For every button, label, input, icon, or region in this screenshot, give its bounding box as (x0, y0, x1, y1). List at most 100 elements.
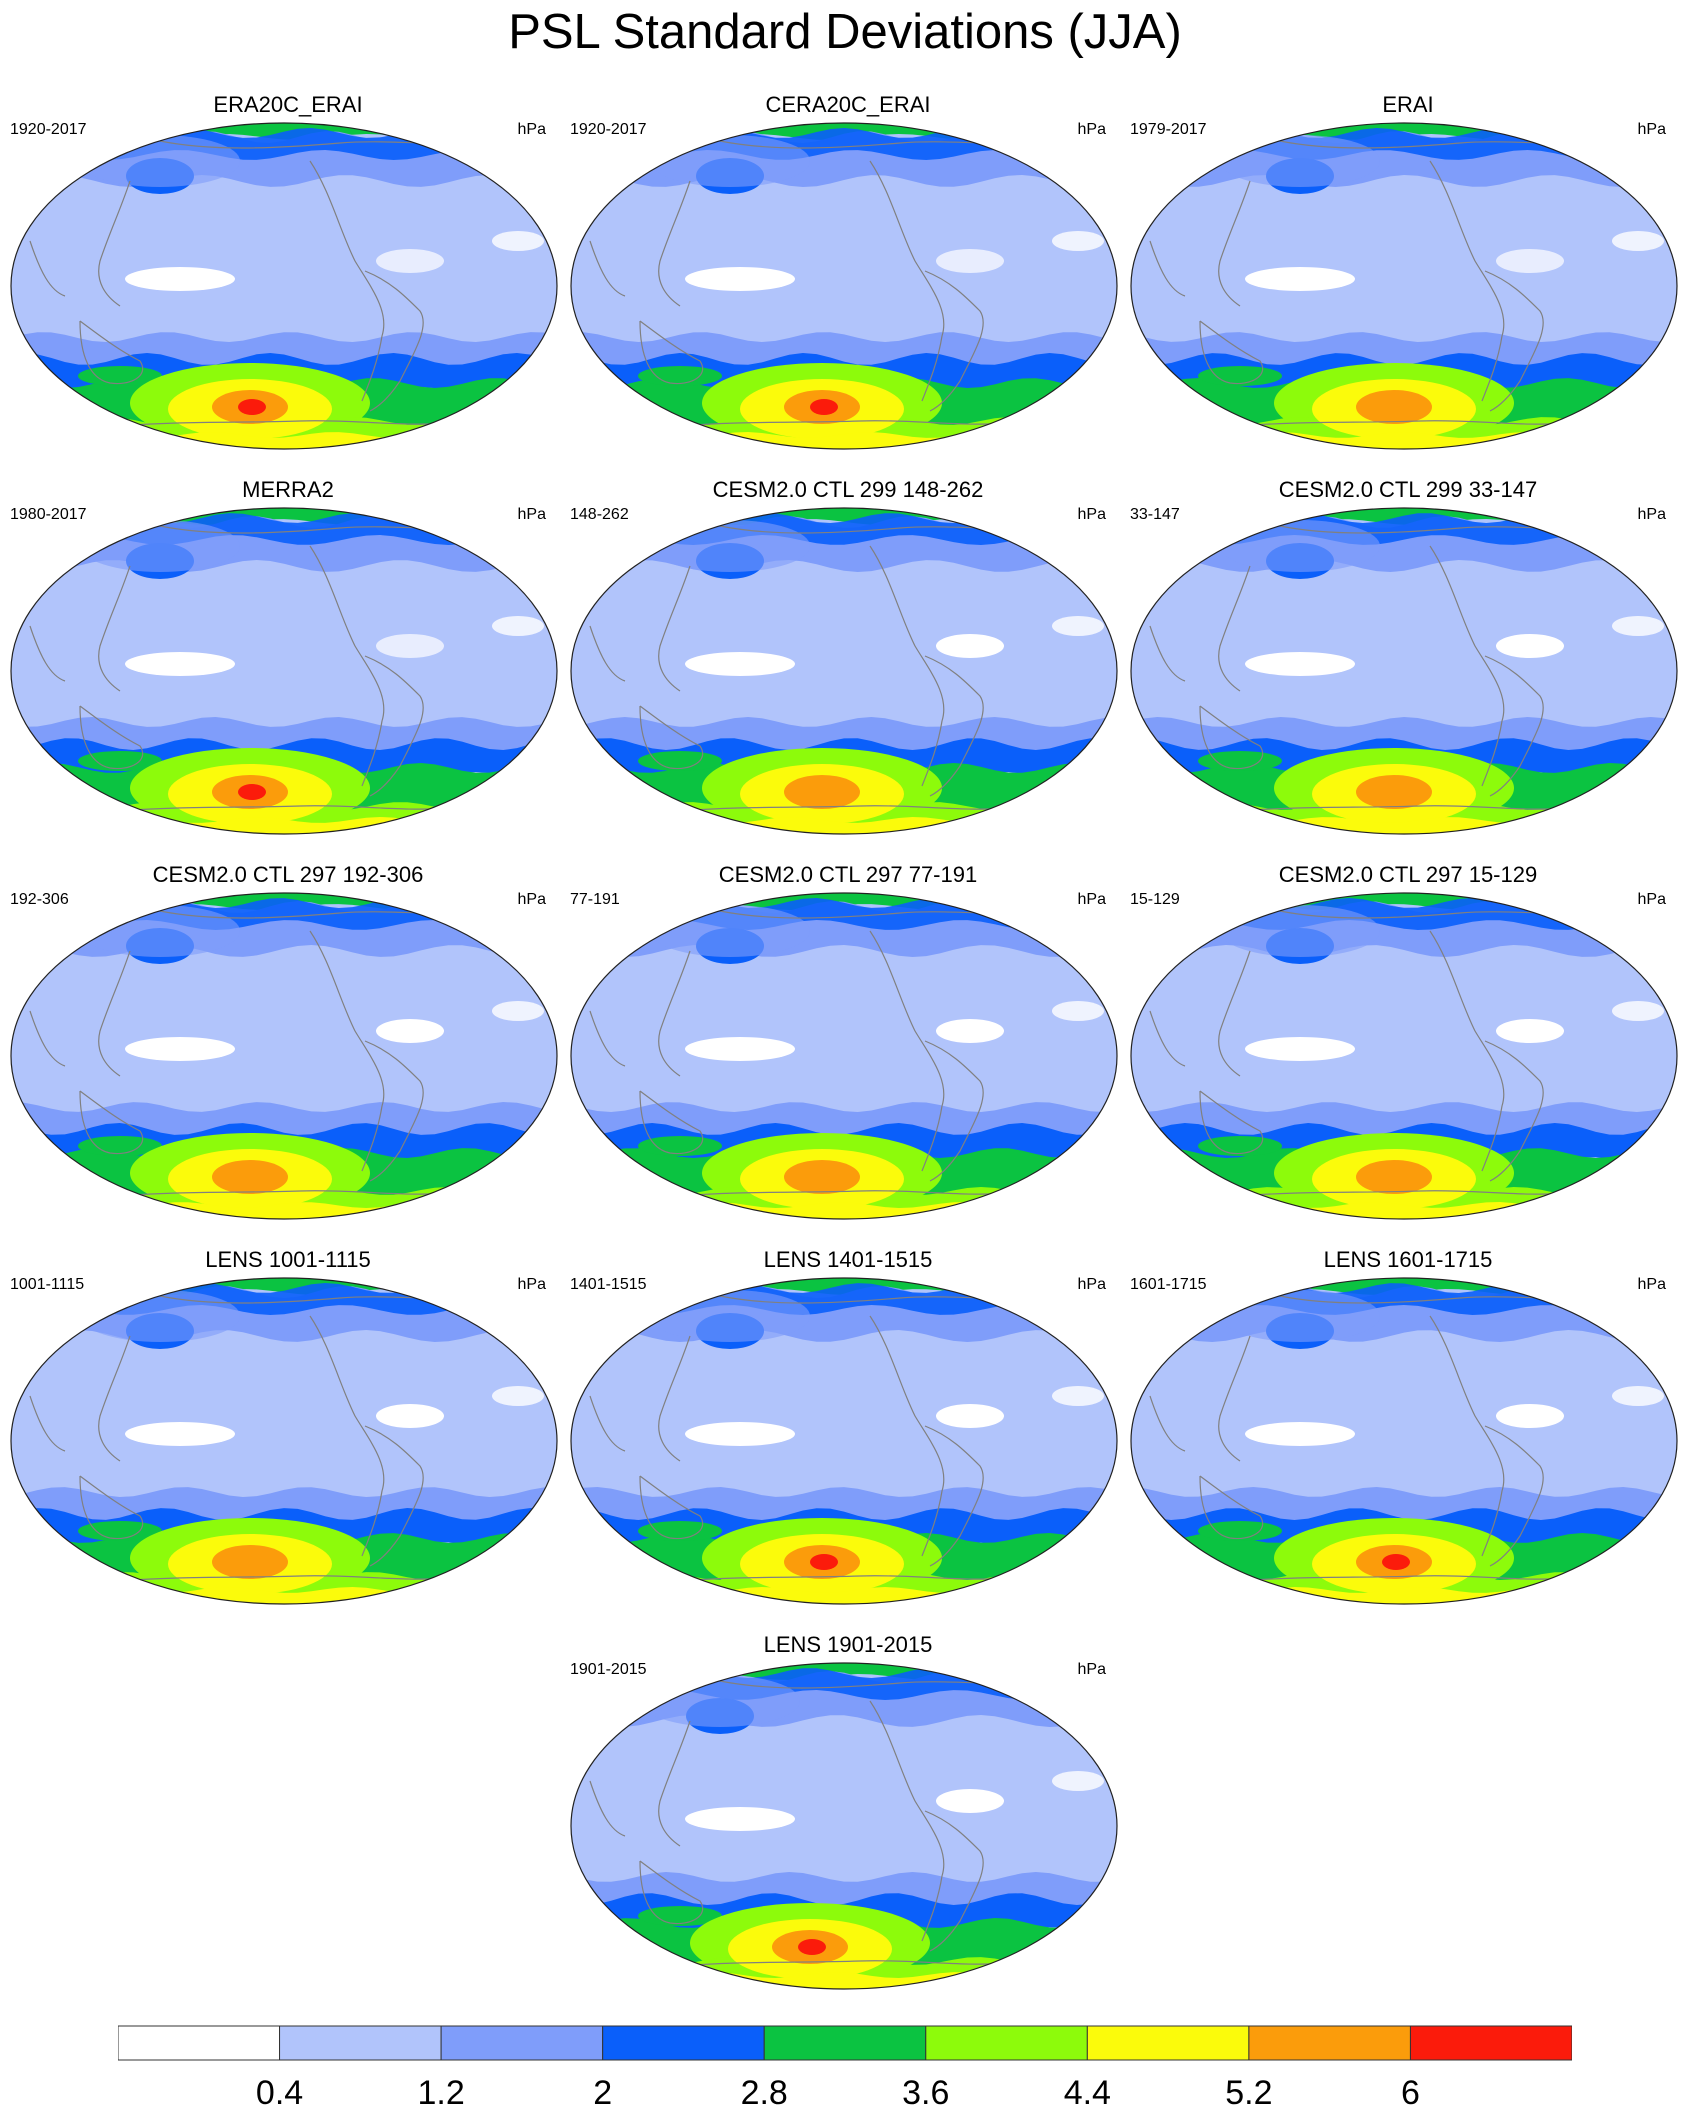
map-projection (570, 1277, 1118, 1605)
map-outline (1130, 1277, 1678, 1605)
map-panel: LENS 1901-2015 1901-2015 hPa (568, 1632, 1128, 2007)
colorbar-swatch (440, 2025, 604, 2061)
contour-fill (11, 508, 557, 834)
panel-years: 1920-2017 (10, 121, 87, 138)
colorbar-swatch (763, 2025, 927, 2061)
coastlines (29, 525, 491, 812)
map-panel: CESM2.0 CTL 297 192-306 192-306 hPa (8, 862, 568, 1237)
map-outline (570, 122, 1118, 450)
panel-title: CERA20C_ERAI (765, 92, 931, 117)
map-outline (1130, 507, 1678, 835)
contour-fill (571, 1663, 1117, 1989)
map-panel: CERA20C_ERAI 1920-2017 hPa (568, 92, 1128, 467)
map-projection (570, 1662, 1118, 1990)
colorbar-tick-label: 2 (593, 2074, 613, 2112)
panel-years: 1401-1515 (570, 1276, 647, 1293)
map-projection (10, 1277, 558, 1605)
panel-units: hPa (1077, 1661, 1106, 1678)
panel-units: hPa (517, 1276, 546, 1293)
contour-fill (1131, 1278, 1677, 1604)
contour-fill (571, 893, 1117, 1219)
colorbar-tick-label: 6 (1400, 2074, 1420, 2112)
map-outline (570, 892, 1118, 1220)
panel-units: hPa (1077, 121, 1106, 138)
coastlines (29, 140, 491, 427)
colorbar-tick-label: 2.8 (740, 2074, 788, 2112)
panel-years: 33-147 (1130, 506, 1180, 523)
panel-units: hPa (1637, 1276, 1666, 1293)
colorbar-swatch (1409, 2025, 1572, 2061)
panel-units: hPa (1077, 1276, 1106, 1293)
map-projection (570, 507, 1118, 835)
colorbar-tick-label: 4.4 (1063, 2074, 1111, 2112)
contour-fill (11, 893, 557, 1219)
map-projection (1130, 507, 1678, 835)
panel-years: 1979-2017 (1130, 121, 1207, 138)
map-projection (1130, 892, 1678, 1220)
contour-fill (11, 1278, 557, 1604)
map-projection (1130, 1277, 1678, 1605)
map-panel: CESM2.0 CTL 297 15-129 15-129 hPa (1128, 862, 1688, 1237)
map-outline (10, 122, 558, 450)
map-outline (1130, 122, 1678, 450)
panel-title: ERA20C_ERAI (213, 92, 363, 117)
panel-years: 77-191 (570, 891, 620, 908)
contour-fill (571, 1278, 1117, 1604)
map-panel: MERRA2 1980-2017 hPa (8, 477, 568, 852)
figure-title: PSL Standard Deviations (JJA) (508, 5, 1182, 59)
coastlines (1149, 525, 1611, 812)
map-outline (570, 1662, 1118, 1990)
map-panel: LENS 1001-1115 1001-1115 hPa (8, 1247, 568, 1622)
map-outline (1130, 892, 1678, 1220)
colorbar-swatch (925, 2025, 1088, 2061)
map-projection (1130, 122, 1678, 450)
colorbar-tick-label: 3.6 (902, 2074, 950, 2112)
panel-title: CESM2.0 CTL 299 33-147 (1278, 477, 1538, 502)
map-panel: LENS 1401-1515 1401-1515 hPa (568, 1247, 1128, 1622)
panel-units: hPa (517, 891, 546, 908)
map-outline (10, 507, 558, 835)
map-outline (570, 1277, 1118, 1605)
map-projection (10, 122, 558, 450)
panel-title: MERRA2 (242, 477, 334, 502)
contour-fill (1131, 893, 1677, 1219)
panel-units: hPa (1637, 891, 1666, 908)
coastlines (1149, 1295, 1611, 1582)
contour-fill (1131, 508, 1677, 834)
coastlines (29, 1295, 491, 1582)
panel-title: CESM2.0 CTL 297 15-129 (1278, 862, 1538, 887)
map-outline (570, 507, 1118, 835)
colorbar-swatch (279, 2025, 442, 2061)
map-projection (570, 122, 1118, 450)
panel-title: LENS 1601-1715 (1323, 1247, 1493, 1272)
panel-units: hPa (1077, 506, 1106, 523)
panel-years: 1920-2017 (570, 121, 647, 138)
map-projection (570, 892, 1118, 1220)
coastlines (589, 140, 1051, 427)
panel-units: hPa (517, 121, 546, 138)
map-projection (10, 892, 558, 1220)
panel-years: 15-129 (1130, 891, 1180, 908)
map-projection (10, 507, 558, 835)
panel-units: hPa (1637, 121, 1666, 138)
colorbar (118, 2025, 1572, 2061)
panel-years: 148-262 (570, 506, 629, 523)
map-outline (10, 1277, 558, 1605)
colorbar-tick-label: 5.2 (1225, 2074, 1273, 2112)
panel-years: 192-306 (10, 891, 69, 908)
panel-years: 1980-2017 (10, 506, 87, 523)
panel-units: hPa (1077, 891, 1106, 908)
panel-years: 1601-1715 (1130, 1276, 1207, 1293)
panel-title: CESM2.0 CTL 297 77-191 (718, 862, 978, 887)
colorbar-tick-label: 0.4 (255, 2074, 304, 2112)
colorbar-swatch (1248, 2025, 1411, 2061)
panel-units: hPa (1637, 506, 1666, 523)
colorbar-swatch (1086, 2025, 1250, 2061)
colorbar-swatch (118, 2025, 281, 2061)
map-panel: ERA20C_ERAI 1920-2017 hPa (8, 92, 568, 467)
contour-fill (571, 123, 1117, 449)
map-panel: CESM2.0 CTL 299 148-262 148-262 hPa (568, 477, 1128, 852)
panel-title: ERAI (1382, 92, 1434, 117)
coastlines (589, 525, 1051, 812)
panel-years: 1001-1115 (10, 1276, 85, 1293)
